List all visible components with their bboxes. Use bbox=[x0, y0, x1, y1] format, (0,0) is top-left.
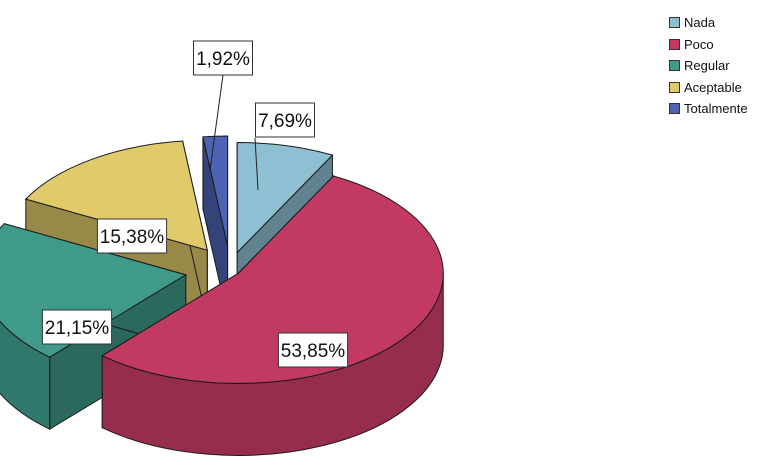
legend-label-aceptable: Aceptable bbox=[684, 79, 742, 95]
data-label-text-totalmente: 1,92% bbox=[196, 49, 250, 70]
data-label-nada: 7,69% bbox=[254, 102, 315, 191]
legend-label-totalmente: Totalmente bbox=[684, 101, 748, 117]
data-label-aceptable: 15,38% bbox=[96, 218, 168, 254]
legend-label-regular: Regular bbox=[684, 58, 730, 74]
legend-swatch-poco bbox=[669, 38, 680, 50]
legend: Nada Poco Regular Aceptable Totalmente bbox=[669, 12, 748, 120]
legend-label-poco: Poco bbox=[684, 36, 714, 52]
legend-label-nada: Nada bbox=[684, 15, 716, 31]
data-label-totalmente: 1,92% bbox=[193, 40, 253, 171]
legend-swatch-regular bbox=[669, 60, 680, 72]
legend-item-poco: Poco bbox=[669, 34, 748, 56]
slice-poco bbox=[101, 174, 444, 456]
data-label-regular: 21,15% bbox=[41, 309, 113, 345]
legend-swatch-aceptable bbox=[669, 81, 680, 93]
legend-swatch-nada bbox=[669, 17, 680, 29]
legend-item-nada: Nada bbox=[669, 12, 748, 34]
legend-swatch-totalmente bbox=[669, 103, 680, 115]
slice-totalmente bbox=[202, 135, 229, 319]
data-label-text-aceptable: 15,38% bbox=[100, 227, 165, 248]
data-label-text-nada: 7,69% bbox=[258, 111, 312, 132]
legend-item-aceptable: Aceptable bbox=[669, 77, 748, 99]
data-label-text-regular: 21,15% bbox=[45, 318, 110, 339]
legend-item-regular: Regular bbox=[669, 55, 748, 77]
legend-item-totalmente: Totalmente bbox=[669, 98, 748, 120]
data-label-poco: 53,85% bbox=[277, 332, 349, 368]
data-label-text-poco: 53,85% bbox=[281, 341, 346, 362]
